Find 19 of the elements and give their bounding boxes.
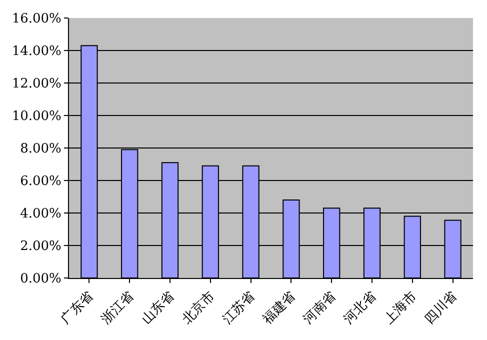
y-tick-label: 4.00% <box>20 206 62 222</box>
x-tick-label: 广东省 <box>58 288 97 328</box>
x-tick-label: 北京市 <box>180 288 218 328</box>
x-tick-label: 浙江省 <box>98 288 138 328</box>
y-tick-label: 14.00% <box>12 44 62 60</box>
y-tick-label: 10.00% <box>12 109 62 124</box>
y-tick-label: 2.00% <box>20 239 62 254</box>
y-tick-label: 16.00% <box>12 12 62 27</box>
y-tick-label: 6.00% <box>20 174 62 190</box>
x-tick-label: 河南省 <box>300 288 340 328</box>
y-tick-label: 12.00% <box>12 76 62 92</box>
x-tick-label: 上海市 <box>382 288 420 328</box>
x-tick-label: 山东省 <box>139 288 178 328</box>
y-tick-label: 0.00% <box>20 272 62 287</box>
y-tick-label: 8.00% <box>20 142 62 157</box>
x-tick-label: 江苏省 <box>220 288 258 328</box>
x-tick-label: 河北省 <box>341 288 380 328</box>
x-tick-label: 福建省 <box>260 288 299 328</box>
x-tick-label: 四川省 <box>422 288 460 328</box>
